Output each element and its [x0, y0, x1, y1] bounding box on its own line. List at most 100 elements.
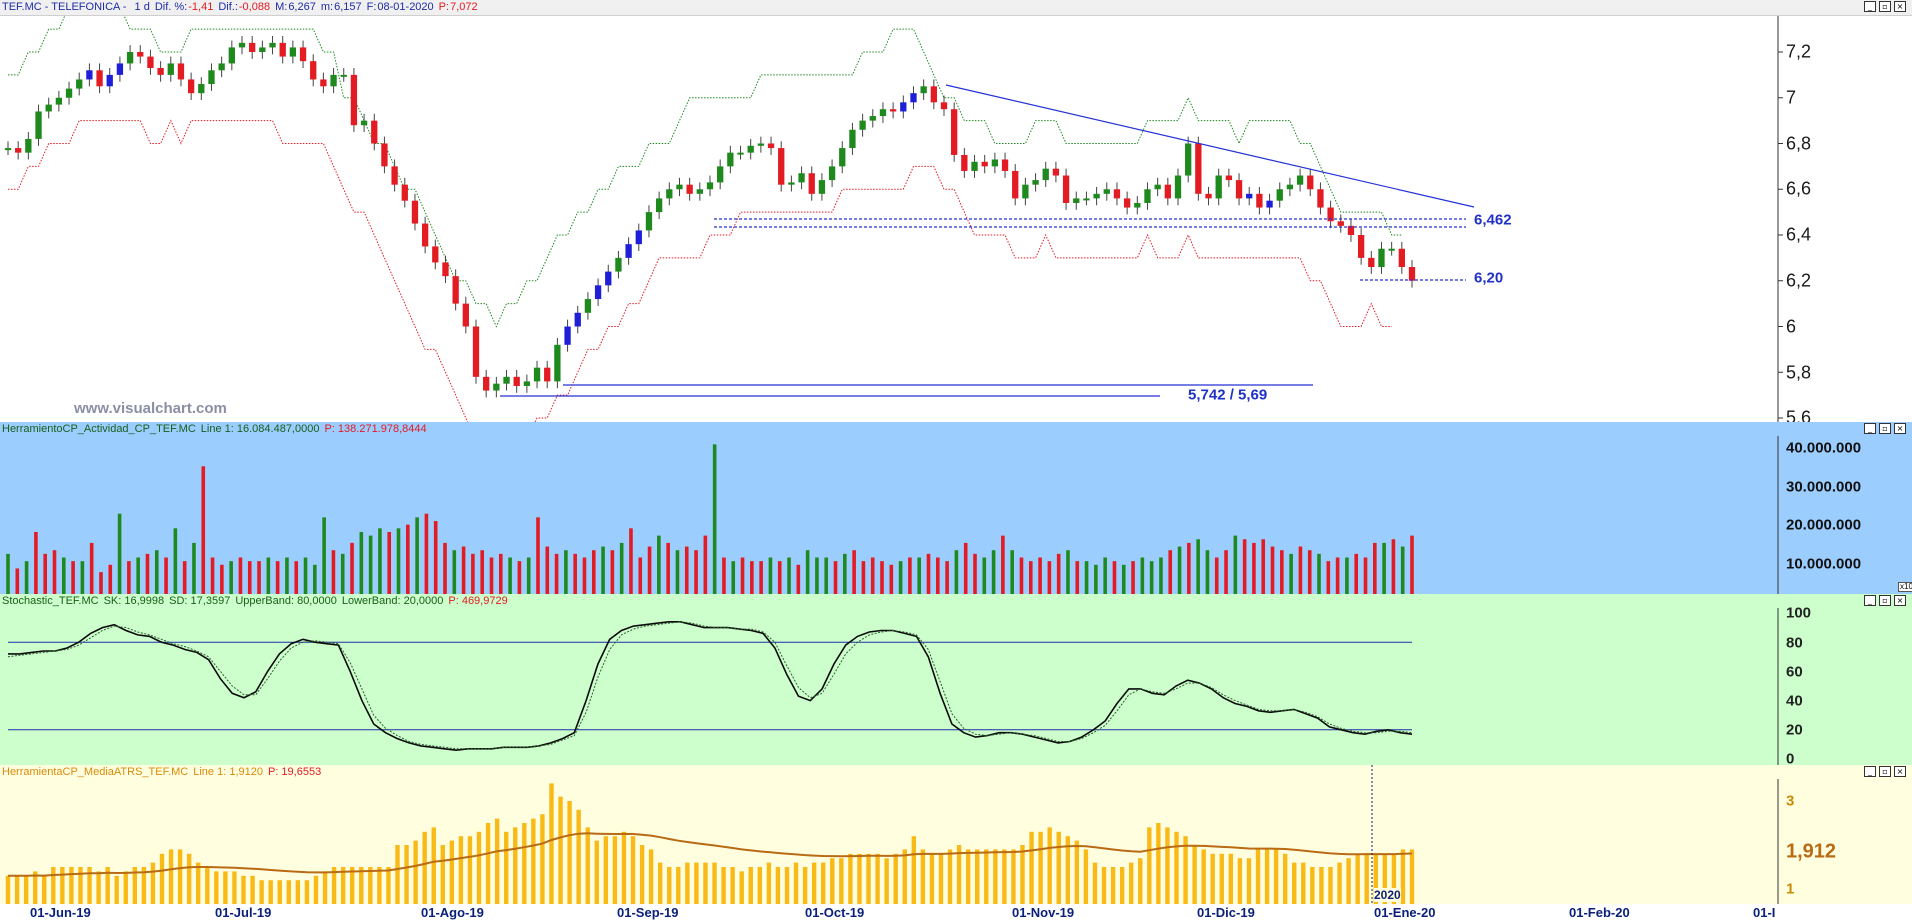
candle-body — [96, 70, 103, 87]
candle-body — [116, 63, 124, 75]
volume-bar — [350, 542, 354, 594]
volume-bar — [71, 561, 75, 594]
candle-body — [951, 109, 958, 155]
atr-average-line — [8, 832, 1413, 877]
annotation-620: 6,20 — [1474, 269, 1504, 287]
volume-bar — [498, 553, 503, 594]
volume-bar — [210, 557, 215, 594]
candle-body — [1134, 202, 1141, 208]
timeframe-label: 1 d — [134, 1, 150, 13]
candle-body — [1337, 221, 1344, 226]
restore-icon[interactable]: ▫ — [1879, 1, 1891, 12]
atr-bar — [657, 862, 663, 904]
volume-bar — [127, 561, 131, 594]
candle-body — [757, 143, 765, 146]
atr-bar — [123, 871, 128, 904]
atr-bar — [721, 867, 726, 904]
candle-body — [1083, 198, 1090, 201]
close-icon[interactable]: × — [1894, 423, 1906, 434]
candle-body — [1185, 143, 1192, 176]
volume-bar — [1363, 557, 1368, 594]
volume-bar — [1326, 561, 1331, 594]
minimize-icon[interactable]: _ — [1864, 423, 1876, 434]
atr-bar — [32, 871, 38, 904]
volume-name: HerramientoCP_Actividad_CP_TEF.MC — [2, 423, 196, 435]
candle-body — [1378, 248, 1385, 268]
volume-bar — [666, 542, 670, 594]
candle-body — [1307, 175, 1314, 190]
atr-bar — [1273, 849, 1279, 904]
atr-bar — [821, 862, 826, 904]
volume-bar — [824, 557, 829, 594]
close-icon[interactable]: × — [1894, 595, 1906, 606]
volume-bar — [340, 553, 345, 594]
atr-bar — [920, 849, 926, 904]
close-icon[interactable]: × — [1894, 1, 1906, 12]
minimize-icon[interactable]: _ — [1864, 766, 1876, 777]
volume-bar — [1196, 539, 1200, 594]
restore-icon[interactable]: ▫ — [1879, 766, 1891, 777]
candle-body — [198, 84, 205, 94]
atr-bar — [603, 836, 609, 904]
atr-bar — [730, 867, 735, 904]
lower-band-line — [8, 119, 1392, 422]
candle-body — [1408, 267, 1416, 281]
atr-bar — [1065, 836, 1070, 904]
volume-bar — [1335, 557, 1340, 594]
candle-body — [1205, 193, 1212, 199]
volume-bar — [322, 517, 326, 594]
atr-bar — [386, 867, 391, 904]
close-icon[interactable]: × — [1894, 766, 1906, 777]
volume-tick: 30.000.000 — [1786, 478, 1862, 496]
volume-bar — [945, 561, 949, 594]
candle-body — [1103, 189, 1110, 194]
candle-body — [279, 42, 286, 57]
volume-bar — [954, 550, 959, 594]
candle-body — [717, 166, 724, 183]
restore-icon[interactable]: ▫ — [1879, 423, 1891, 434]
volume-bar — [220, 564, 224, 594]
candle-body — [686, 184, 693, 194]
volume-bar — [638, 557, 643, 594]
candle-body — [391, 166, 398, 185]
atr-bar — [866, 853, 871, 904]
stochastic-header: Stochastic_TEF.MC SK: 16,9998 SD: 17,3597 U… — [0, 594, 513, 609]
atr-bar — [141, 867, 147, 904]
atr-bar — [1129, 862, 1134, 904]
volume-bar — [303, 557, 308, 594]
volume-bar — [1298, 546, 1303, 594]
atr-current-value: 1,912 — [1786, 840, 1837, 863]
volume-bar — [43, 553, 47, 594]
restore-icon[interactable]: ▫ — [1879, 595, 1891, 606]
volume-bar — [1066, 550, 1070, 594]
price-header: TEF.MC - TELEFONICA - 1 d Dif. %:-1,41 Dif… — [0, 0, 1912, 16]
stoch-tick: 40 — [1786, 692, 1803, 710]
candle-body — [666, 189, 673, 199]
atr-bar — [1147, 827, 1152, 904]
volume-bar — [1028, 561, 1033, 594]
stochastic-panel: Stochastic_TEF.MC SK: 16,9998 SD: 17,3597 U… — [0, 594, 1912, 766]
atr-bar — [485, 823, 491, 904]
candle-body — [340, 74, 347, 77]
volume-bar — [731, 561, 736, 594]
min-value: 6,157 — [334, 1, 362, 13]
volume-bar — [415, 517, 419, 594]
candle-body — [1286, 184, 1294, 190]
atr-bar — [984, 849, 989, 904]
minimize-icon[interactable]: _ — [1864, 595, 1876, 606]
candle-body — [1174, 175, 1182, 199]
candle-body — [86, 70, 93, 80]
candle-body — [788, 182, 795, 185]
volume-bar — [1121, 564, 1126, 594]
volume-bar — [694, 550, 698, 594]
atr-bar — [1255, 849, 1261, 904]
candle-body — [126, 52, 134, 64]
volume-bar — [917, 557, 922, 594]
atr-bar — [965, 849, 971, 904]
atr-bar — [395, 845, 400, 904]
volume-bar — [815, 557, 819, 594]
candle-body — [523, 381, 531, 386]
stoch-p: P: 469,9729 — [448, 595, 508, 607]
atr-bar — [259, 880, 264, 904]
minimize-icon[interactable]: _ — [1864, 1, 1876, 12]
